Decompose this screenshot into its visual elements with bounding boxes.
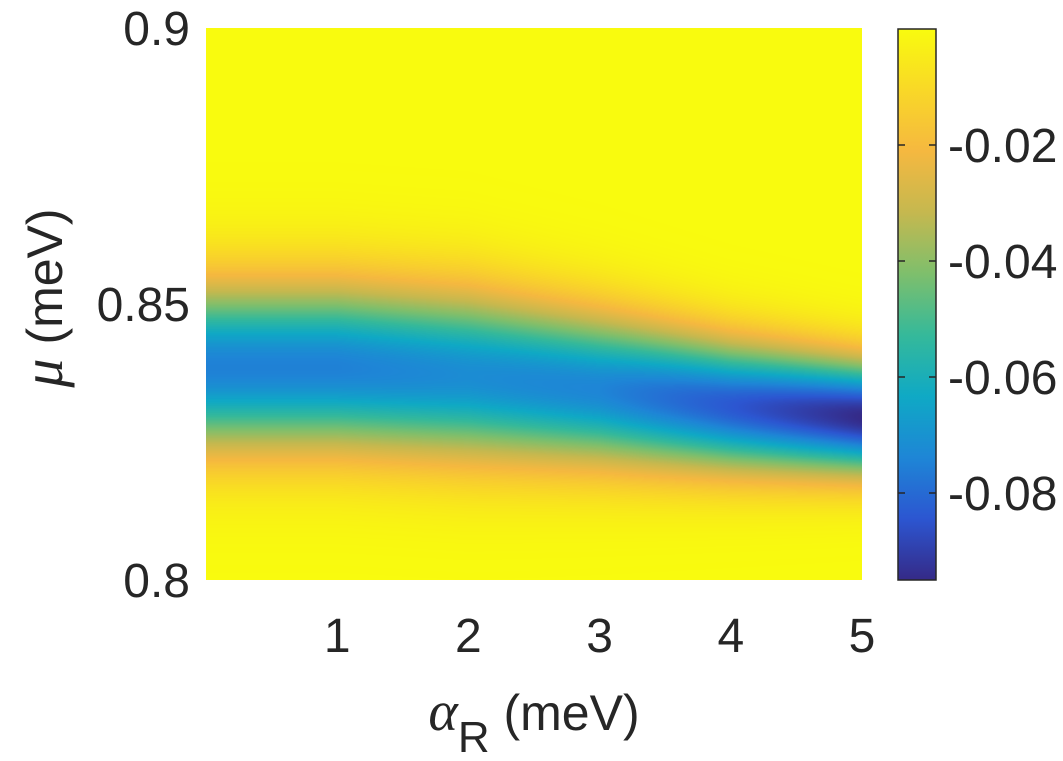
colorbar-tick-label: -0.08 xyxy=(948,468,1057,521)
colorbar-tick-label: -0.06 xyxy=(948,352,1057,405)
x-tick-label: 1 xyxy=(324,610,351,663)
colorbar-scale xyxy=(897,28,937,581)
x-tick-label: 2 xyxy=(455,610,482,663)
y-axis: 0.8 0.85 0.9 xyxy=(97,3,190,608)
x-tick-label: 4 xyxy=(717,610,744,663)
y-axis-label: μ (meV) xyxy=(10,208,75,388)
y-tick-label: 0.9 xyxy=(123,3,190,56)
x-tick-label: 5 xyxy=(849,610,876,663)
colorbar-ticks: -0.02 -0.04 -0.06 -0.08 xyxy=(898,120,1057,521)
y-tick-label: 0.85 xyxy=(97,279,190,332)
x-axis-label: αR (meV) xyxy=(428,681,639,761)
x-axis: 1 2 3 4 5 xyxy=(324,610,876,663)
colorbar-tick-label: -0.04 xyxy=(948,236,1057,289)
x-tick-label: 3 xyxy=(586,610,613,663)
y-tick-label: 0.8 xyxy=(123,555,190,608)
heatmap-image xyxy=(206,28,862,580)
colorbar: -0.02 -0.04 -0.06 -0.08 xyxy=(897,28,1057,581)
colorbar-tick-label: -0.02 xyxy=(948,120,1057,173)
plot-area xyxy=(206,28,862,580)
